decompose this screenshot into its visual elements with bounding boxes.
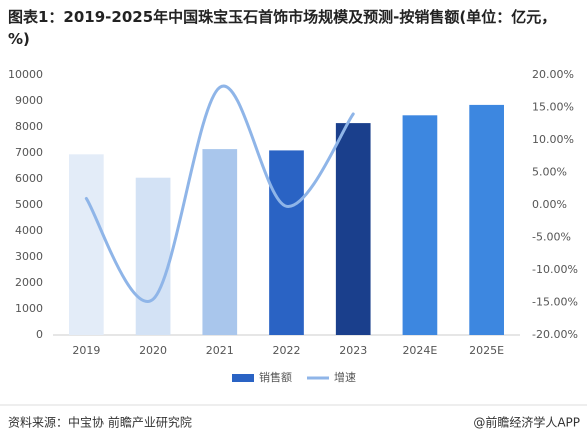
growth-line <box>84 84 355 303</box>
y2-tick-label: -15.00% <box>532 296 578 309</box>
x-tick-label: 2025E <box>469 344 504 357</box>
legend-swatch <box>232 374 254 382</box>
y-tick-label: 0 <box>36 328 43 341</box>
x-tick-label: 2022 <box>273 344 301 357</box>
y2-tick-label: 15.00% <box>532 101 574 114</box>
x-tick-label: 2020 <box>139 344 167 357</box>
bar <box>69 154 104 335</box>
legend-label: 增速 <box>334 370 356 384</box>
y-tick-label: 8000 <box>15 120 43 133</box>
legend-label: 销售额 <box>259 370 292 384</box>
y-tick-label: 9000 <box>15 94 43 107</box>
bar <box>269 150 304 335</box>
bar <box>202 149 238 335</box>
y-tick-label: 6000 <box>15 172 43 185</box>
bar <box>335 123 371 335</box>
y-tick-label: 2000 <box>15 276 43 289</box>
bar <box>135 177 171 335</box>
chart-title: 图表1：2019-2025年中国珠宝玉石首饰市场规模及预测-按销售额(单位：亿元… <box>8 8 557 48</box>
y-tick-label: 4000 <box>15 224 43 237</box>
x-tick-label: 2019 <box>72 344 100 357</box>
x-tick-label: 2021 <box>206 344 234 357</box>
y-tick-label: 1000 <box>15 302 43 315</box>
y-tick-label: 7000 <box>15 146 43 159</box>
y2-tick-label: 10.00% <box>532 133 574 146</box>
bar <box>402 115 438 335</box>
source: 资料来源：中宝协 前瞻产业研究院 <box>8 415 192 430</box>
y2-tick-label: 20.00% <box>532 68 574 81</box>
y2-tick-label: -20.00% <box>532 328 578 341</box>
x-tick-label: 2024E <box>402 344 437 357</box>
y2-tick-label: -5.00% <box>532 231 571 244</box>
y2-tick-label: 5.00% <box>532 166 567 179</box>
y2-tick-label: -10.00% <box>532 263 578 276</box>
y-tick-label: 10000 <box>8 68 43 81</box>
bar <box>469 104 504 336</box>
x-tick-label: 2023 <box>339 344 367 357</box>
y-tick-label: 5000 <box>15 198 43 211</box>
y2-tick-label: 0.00% <box>532 198 567 211</box>
brand: @前瞻经济学人APP <box>473 415 580 430</box>
y-tick-label: 3000 <box>15 250 43 263</box>
